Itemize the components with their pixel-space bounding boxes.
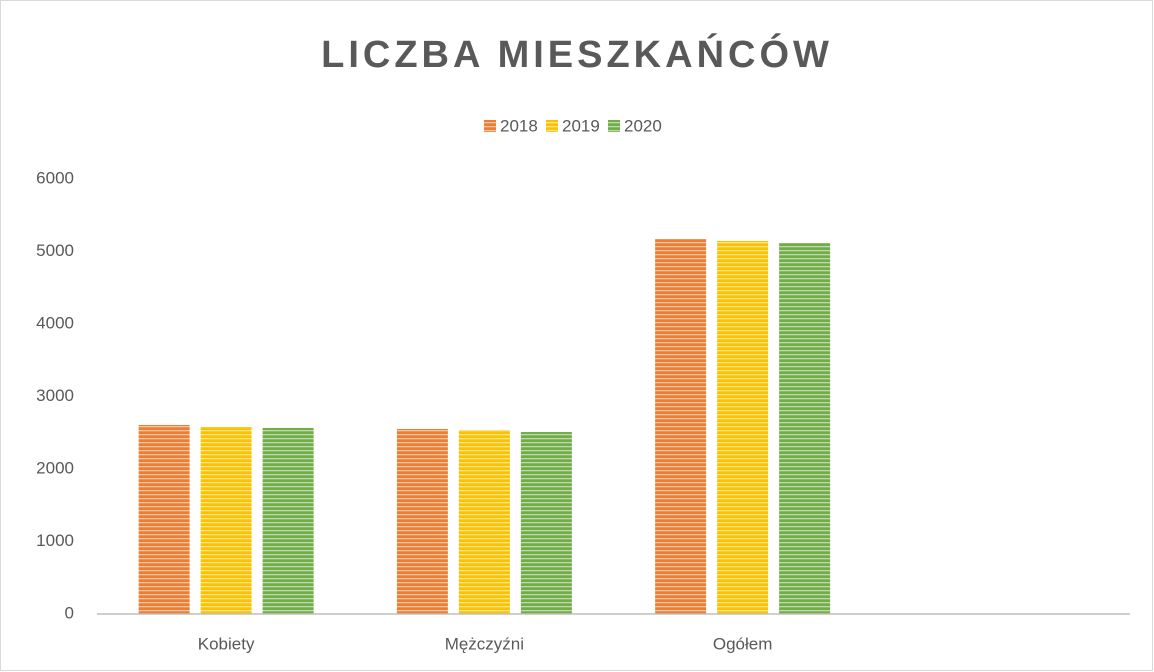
legend-swatch bbox=[546, 120, 558, 132]
bar bbox=[396, 428, 448, 614]
x-tick-label: Kobiety bbox=[198, 634, 255, 653]
y-tick-label: 3000 bbox=[36, 386, 74, 405]
legend-label: 2020 bbox=[624, 116, 662, 135]
y-tick-label: 0 bbox=[65, 603, 74, 622]
chart-title: LICZBA MIESZKAŃCÓW bbox=[321, 32, 833, 76]
bar bbox=[717, 240, 769, 615]
y-tick-label: 5000 bbox=[36, 241, 74, 260]
bar bbox=[655, 239, 707, 614]
bar bbox=[262, 427, 314, 614]
legend-swatch bbox=[484, 120, 496, 132]
bar bbox=[138, 424, 190, 614]
x-tick-label: Mężczyźni bbox=[445, 634, 524, 653]
y-tick-label: 2000 bbox=[36, 458, 74, 477]
y-tick-label: 4000 bbox=[36, 313, 74, 332]
legend-swatch bbox=[608, 120, 620, 132]
y-tick-label: 6000 bbox=[36, 168, 74, 187]
y-tick-label: 1000 bbox=[36, 531, 74, 550]
bar bbox=[200, 427, 252, 614]
bar bbox=[520, 432, 572, 614]
x-tick-label: Ogółem bbox=[713, 634, 773, 653]
bar bbox=[779, 243, 831, 614]
legend-label: 2018 bbox=[500, 116, 538, 135]
legend-label: 2019 bbox=[562, 116, 600, 135]
bar bbox=[458, 429, 510, 614]
